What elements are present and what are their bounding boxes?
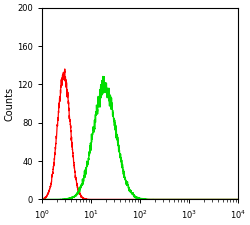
Y-axis label: Counts: Counts [4, 86, 14, 121]
